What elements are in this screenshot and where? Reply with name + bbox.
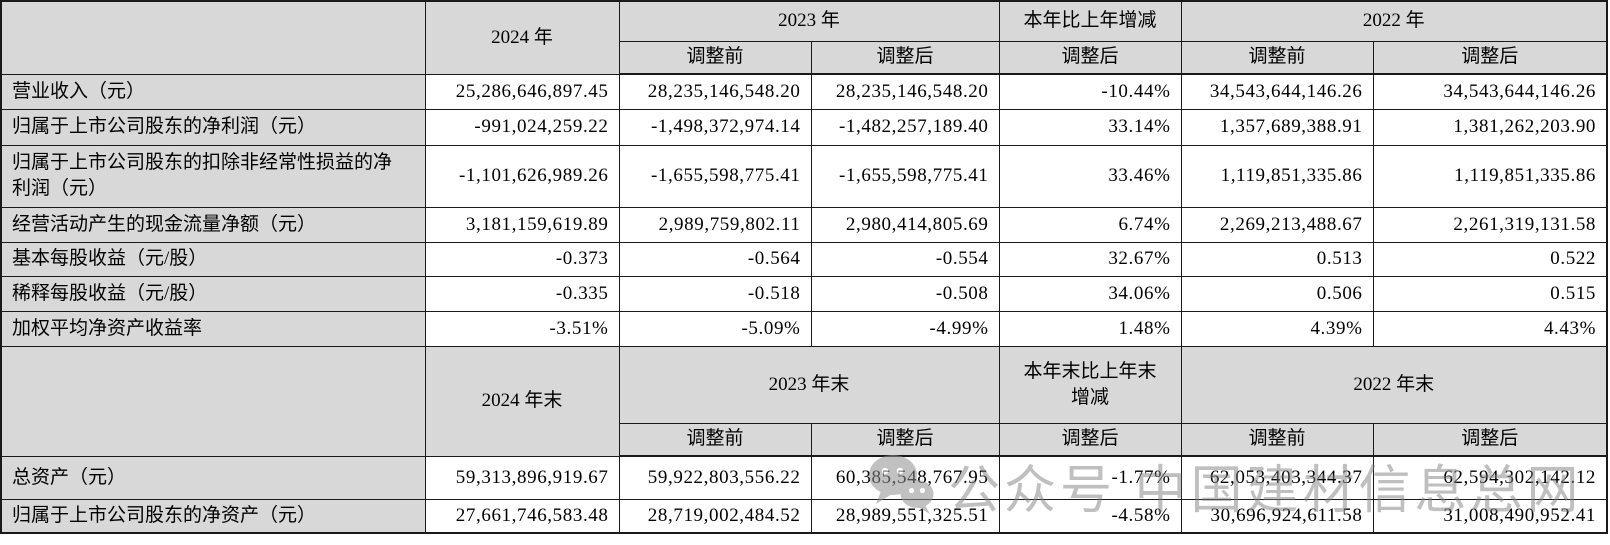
cell-2022-post: 2,261,319,131.58 — [1372, 206, 1608, 243]
header-yearend-change-post: 调整后 — [998, 422, 1182, 457]
cell-2023-pre: 28,719,002,484.52 — [618, 498, 812, 534]
cell-2023-post: -4.99% — [810, 310, 1000, 347]
cell-2022-post: 1,381,262,203.90 — [1372, 108, 1608, 146]
cell-2022-pre: 1,357,689,388.91 — [1180, 108, 1374, 146]
cell-2022-pre: 62,053,403,344.37 — [1180, 455, 1374, 500]
corner-cell-blank-2 — [0, 345, 426, 457]
cell-2023-pre: 28,235,146,548.20 — [618, 73, 812, 110]
table-row-net-profit: 归属于上市公司股东的净利润（元） -991,024,259.22 -1,498,… — [0, 108, 1608, 146]
header-2022-end-post: 调整后 — [1372, 422, 1608, 457]
header-change-post: 调整后 — [998, 40, 1182, 75]
header-2023-post: 调整后 — [810, 40, 1000, 75]
cell-2024: -1,101,626,989.26 — [424, 144, 620, 208]
header-change: 本年比上年增减 — [998, 0, 1182, 42]
cell-2023-post: -1,482,257,189.40 — [810, 108, 1000, 146]
header-yearend-change-text: 本年末比上年末增减 — [1023, 360, 1157, 408]
cell-change: 6.74% — [998, 206, 1182, 243]
row-label: 加权平均净资产收益率 — [0, 310, 426, 347]
table-row-net-profit-excl: 归属于上市公司股东的扣除非经常性损益的净利润（元） -1,101,626,989… — [0, 144, 1608, 208]
header-2024: 2024 年 — [424, 0, 620, 75]
header-2023-end-post: 调整后 — [810, 422, 1000, 457]
cell-2024: -991,024,259.22 — [424, 108, 620, 146]
header-row-adjust: 调整前 调整后 调整后 调整前 调整后 — [1, 40, 1608, 75]
header-2023-pre: 调整前 — [618, 40, 812, 75]
header-2022-end-pre: 调整前 — [1180, 422, 1374, 457]
cell-2023-post: 28,989,551,325.51 — [810, 498, 1000, 534]
cell-2023-post: -0.554 — [810, 241, 1000, 277]
cell-2024: 27,661,746,583.48 — [424, 498, 620, 534]
cell-2022-post: 62,594,302,142.12 — [1372, 455, 1608, 500]
cell-2023-pre: -0.518 — [618, 275, 812, 312]
cell-2022-post: 4.43% — [1372, 310, 1608, 347]
table-row-cash-flow: 经营活动产生的现金流量净额（元） 3,181,159,619.89 2,989,… — [0, 206, 1608, 243]
corner-cell-blank — [0, 0, 426, 75]
header-2023-end-pre: 调整前 — [618, 422, 812, 457]
table-row-basic-eps: 基本每股收益（元/股） -0.373 -0.564 -0.554 32.67% … — [0, 241, 1608, 277]
cell-2022-post: 0.515 — [1372, 275, 1608, 312]
table-row-revenue: 营业收入（元） 25,286,646,897.45 28,235,146,548… — [0, 73, 1608, 110]
cell-2022-pre: 1,119,851,335.86 — [1180, 144, 1374, 208]
header-2022-post: 调整后 — [1372, 40, 1608, 75]
cell-2024: 3,181,159,619.89 — [424, 206, 620, 243]
cell-2023-post: 2,980,414,805.69 — [810, 206, 1000, 243]
cell-2023-post: 60,385,548,767.95 — [810, 455, 1000, 500]
row-label: 经营活动产生的现金流量净额（元） — [0, 206, 426, 243]
row-label: 营业收入（元） — [0, 73, 426, 110]
header-row-adjust-2: 调整前 调整后 调整后 调整前 调整后 — [1, 422, 1608, 457]
row-label: 基本每股收益（元/股） — [0, 241, 426, 277]
cell-2022-post: 0.522 — [1372, 241, 1608, 277]
header-2024-end: 2024 年末 — [424, 345, 620, 457]
table-row-total-assets: 总资产（元） 59,313,896,919.67 59,922,803,556.… — [0, 455, 1608, 500]
cell-2022-pre: 4.39% — [1180, 310, 1374, 347]
cell-2022-post: 31,008,490,952.41 — [1372, 498, 1608, 534]
cell-2024: -0.373 — [424, 241, 620, 277]
cell-2024: -0.335 — [424, 275, 620, 312]
row-label: 总资产（元） — [0, 455, 426, 500]
table-row-net-assets: 归属于上市公司股东的净资产（元） 27,661,746,583.48 28,71… — [0, 498, 1608, 534]
table-row-roe: 加权平均净资产收益率 -3.51% -5.09% -4.99% 1.48% 4.… — [0, 310, 1608, 347]
header-row-year: 2024 年 2023 年 本年比上年增减 2022 年 — [0, 0, 1608, 75]
cell-change: -1.77% — [998, 455, 1182, 500]
row-label: 归属于上市公司股东的净资产（元） — [0, 498, 426, 534]
cell-2022-pre: 30,696,924,611.58 — [1180, 498, 1374, 534]
cell-2023-pre: -1,655,598,775.41 — [618, 144, 812, 208]
cell-2023-post: -1,655,598,775.41 — [810, 144, 1000, 208]
cell-2023-pre: 2,989,759,802.11 — [618, 206, 812, 243]
cell-change: 34.06% — [998, 275, 1182, 312]
cell-2022-pre: 34,543,644,146.26 — [1180, 73, 1374, 110]
cell-2023-post: 28,235,146,548.20 — [810, 73, 1000, 110]
cell-2023-pre: -1,498,372,974.14 — [618, 108, 812, 146]
row-label: 归属于上市公司股东的扣除非经常性损益的净利润（元） — [0, 144, 426, 208]
cell-2024: 25,286,646,897.45 — [424, 73, 620, 110]
cell-2022-post: 34,543,644,146.26 — [1372, 73, 1608, 110]
cell-2022-pre: 0.513 — [1180, 241, 1374, 277]
cell-change: 32.67% — [998, 241, 1182, 277]
table-row-diluted-eps: 稀释每股收益（元/股） -0.335 -0.518 -0.508 34.06% … — [0, 275, 1608, 312]
header-2022-group: 2022 年 — [1180, 0, 1608, 42]
header-yearend-change: 本年末比上年末增减 — [998, 345, 1182, 424]
cell-change: 33.46% — [998, 144, 1182, 208]
cell-2023-pre: -0.564 — [618, 241, 812, 277]
cell-2023-post: -0.508 — [810, 275, 1000, 312]
row-label: 归属于上市公司股东的净利润（元） — [0, 108, 426, 146]
financial-summary-table: 2024 年 2023 年 本年比上年增减 2022 年 调整前 调整后 调整后… — [0, 0, 1609, 534]
row-label: 稀释每股收益（元/股） — [0, 275, 426, 312]
header-row-yearend: 2024 年末 2023 年末 本年末比上年末增减 2022 年末 — [0, 345, 1608, 457]
header-2023-end-group: 2023 年末 — [618, 345, 1000, 424]
cell-2022-pre: 2,269,213,488.67 — [1180, 206, 1374, 243]
cell-2024: 59,313,896,919.67 — [424, 455, 620, 500]
cell-change: 1.48% — [998, 310, 1182, 347]
header-2022-end-group: 2022 年末 — [1180, 345, 1608, 424]
cell-change: 33.14% — [998, 108, 1182, 146]
cell-2023-pre: 59,922,803,556.22 — [618, 455, 812, 500]
header-2023-group: 2023 年 — [618, 0, 1000, 42]
cell-change: -10.44% — [998, 73, 1182, 110]
cell-2024: -3.51% — [424, 310, 620, 347]
header-2022-pre: 调整前 — [1180, 40, 1374, 75]
cell-2022-pre: 0.506 — [1180, 275, 1374, 312]
cell-2022-post: 1,119,851,335.86 — [1372, 144, 1608, 208]
cell-2023-pre: -5.09% — [618, 310, 812, 347]
cell-change: -4.58% — [998, 498, 1182, 534]
